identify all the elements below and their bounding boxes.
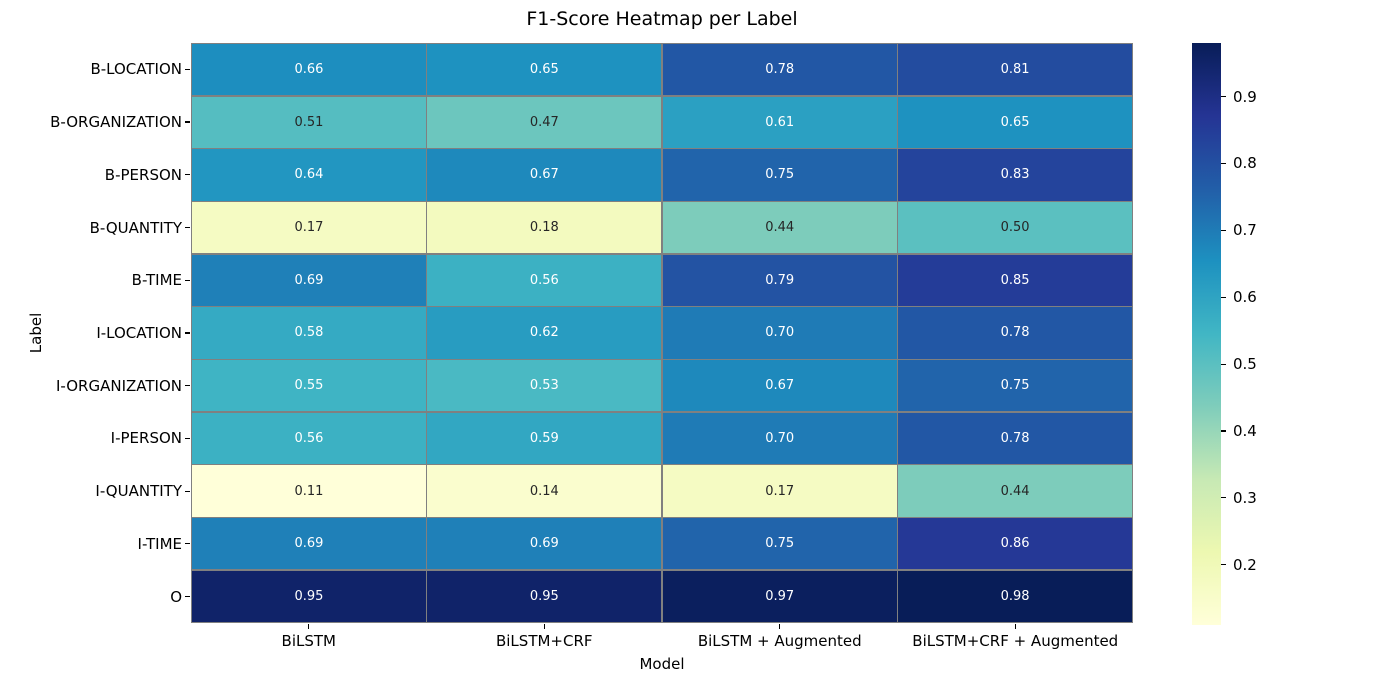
y-tick-label: I-QUANTITY [95,482,182,501]
heatmap-cell: 0.70 [662,412,897,464]
heatmap-cell: 0.98 [898,570,1132,622]
heatmap-cell: 0.69 [427,518,662,570]
y-tick-label: I-LOCATION [96,324,182,342]
heatmap-cell: 0.78 [898,307,1132,359]
colorbar-tick-label: 0.5 [1233,355,1257,374]
colorbar-tick-mark [1221,564,1226,566]
heatmap-cell: 0.75 [662,149,897,201]
heatmap-cell: 0.56 [192,412,426,464]
colorbar-tick-mark [1221,296,1226,298]
colorbar-tick-label: 0.6 [1233,288,1257,307]
colorbar-tick-mark [1221,497,1226,499]
colorbar-tick-label: 0.9 [1233,87,1257,106]
colorbar-tick-mark [1221,430,1226,432]
x-tick-label: BiLSTM [281,632,336,650]
colorbar-tick-label: 0.3 [1233,488,1257,507]
heatmap-cell: 0.53 [427,360,662,412]
chart-title: F1-Score Heatmap per Label [526,8,798,30]
heatmap-cell: 0.95 [192,570,426,622]
x-tick-label: BiLSTM + Augmented [697,632,862,650]
x-tick-mark [1014,624,1016,629]
heatmap-cell: 0.50 [898,202,1132,254]
colorbar-tick-label: 0.7 [1233,221,1257,240]
heatmap-cell: 0.86 [898,518,1132,570]
heatmap-cell: 0.81 [898,44,1132,96]
y-tick-mark [185,68,190,70]
y-tick-label: I-TIME [137,534,182,553]
heatmap-cell: 0.83 [898,149,1132,201]
x-tick-label: BiLSTM+CRF + Augmented [912,632,1119,650]
heatmap-cell: 0.69 [192,254,426,306]
colorbar-tick-mark [1221,95,1226,98]
y-tick-mark [185,174,190,176]
x-tick-mark [308,624,310,629]
y-tick-label: I-ORGANIZATION [56,376,182,395]
y-tick-label: B-QUANTITY [89,218,182,237]
y-tick-label: B-LOCATION [90,60,182,79]
y-tick-mark [185,226,190,229]
heatmap-cell: 0.17 [662,465,897,517]
heatmap-cell: 0.66 [192,44,426,96]
x-tick-mark [543,624,545,629]
heatmap-cell: 0.70 [662,307,897,359]
heatmap-cell: 0.18 [427,202,662,254]
colorbar-tick-mark [1221,229,1226,231]
heatmap-grid: 0.66 0.65 0.78 0.81 0.51 0.47 0.61 0.65 0.64 0.67… [191,43,1133,623]
heatmap-cell: 0.47 [427,96,662,148]
heatmap-cell: 0.65 [898,96,1132,148]
heatmap-cell: 0.51 [192,96,426,148]
y-tick-mark [185,121,190,123]
heatmap-cell: 0.11 [192,465,426,517]
heatmap-cell: 0.75 [898,360,1132,412]
y-tick-mark [185,279,190,281]
y-tick-mark [185,490,190,492]
heatmap-cell: 0.14 [427,465,662,517]
x-tick-mark [779,624,781,629]
heatmap-cell: 0.59 [427,412,662,464]
heatmap-cell: 0.58 [192,307,426,359]
y-tick-mark [185,543,190,545]
colorbar-tick-mark [1221,162,1226,164]
heatmap-cell: 0.67 [427,149,662,201]
heatmap-cell: 0.61 [662,96,897,148]
heatmap-cell: 0.44 [662,202,897,254]
y-tick-label: B-ORGANIZATION [50,113,182,132]
x-tick-label: BiLSTM+CRF [495,632,593,650]
colorbar-tick-label: 0.2 [1233,555,1257,574]
y-tick-label: B-TIME [131,271,182,290]
y-tick-label: O [170,587,182,606]
y-tick-mark [185,437,190,440]
colorbar-tick-label: 0.8 [1233,154,1257,173]
x-axis-label: Model [639,655,685,673]
heatmap-cell: 0.75 [662,518,897,570]
heatmap-cell: 0.85 [898,254,1132,306]
heatmap-cell: 0.97 [662,570,897,622]
heatmap-cell: 0.78 [662,44,897,96]
y-tick-mark [185,385,190,387]
heatmap-cell: 0.62 [427,307,662,359]
heatmap-cell: 0.69 [192,518,426,570]
y-tick-label: B-PERSON [104,165,182,184]
heatmap-cell: 0.95 [427,570,662,622]
colorbar-tick-label: 0.4 [1233,422,1257,440]
heatmap-cell: 0.78 [898,412,1132,464]
heatmap-cell: 0.79 [662,254,897,306]
y-tick-mark [185,332,190,334]
colorbar [1192,43,1221,625]
y-tick-mark [185,596,190,598]
heatmap-cell: 0.67 [662,360,897,412]
heatmap-cell: 0.56 [427,254,662,306]
y-tick-label: I-PERSON [110,429,182,448]
heatmap-cell: 0.55 [192,360,426,412]
heatmap-cell: 0.44 [898,465,1132,517]
colorbar-tick-mark [1221,363,1226,365]
heatmap-cell: 0.65 [427,44,662,96]
heatmap-cell: 0.64 [192,149,426,201]
heatmap-cell: 0.17 [192,202,426,254]
